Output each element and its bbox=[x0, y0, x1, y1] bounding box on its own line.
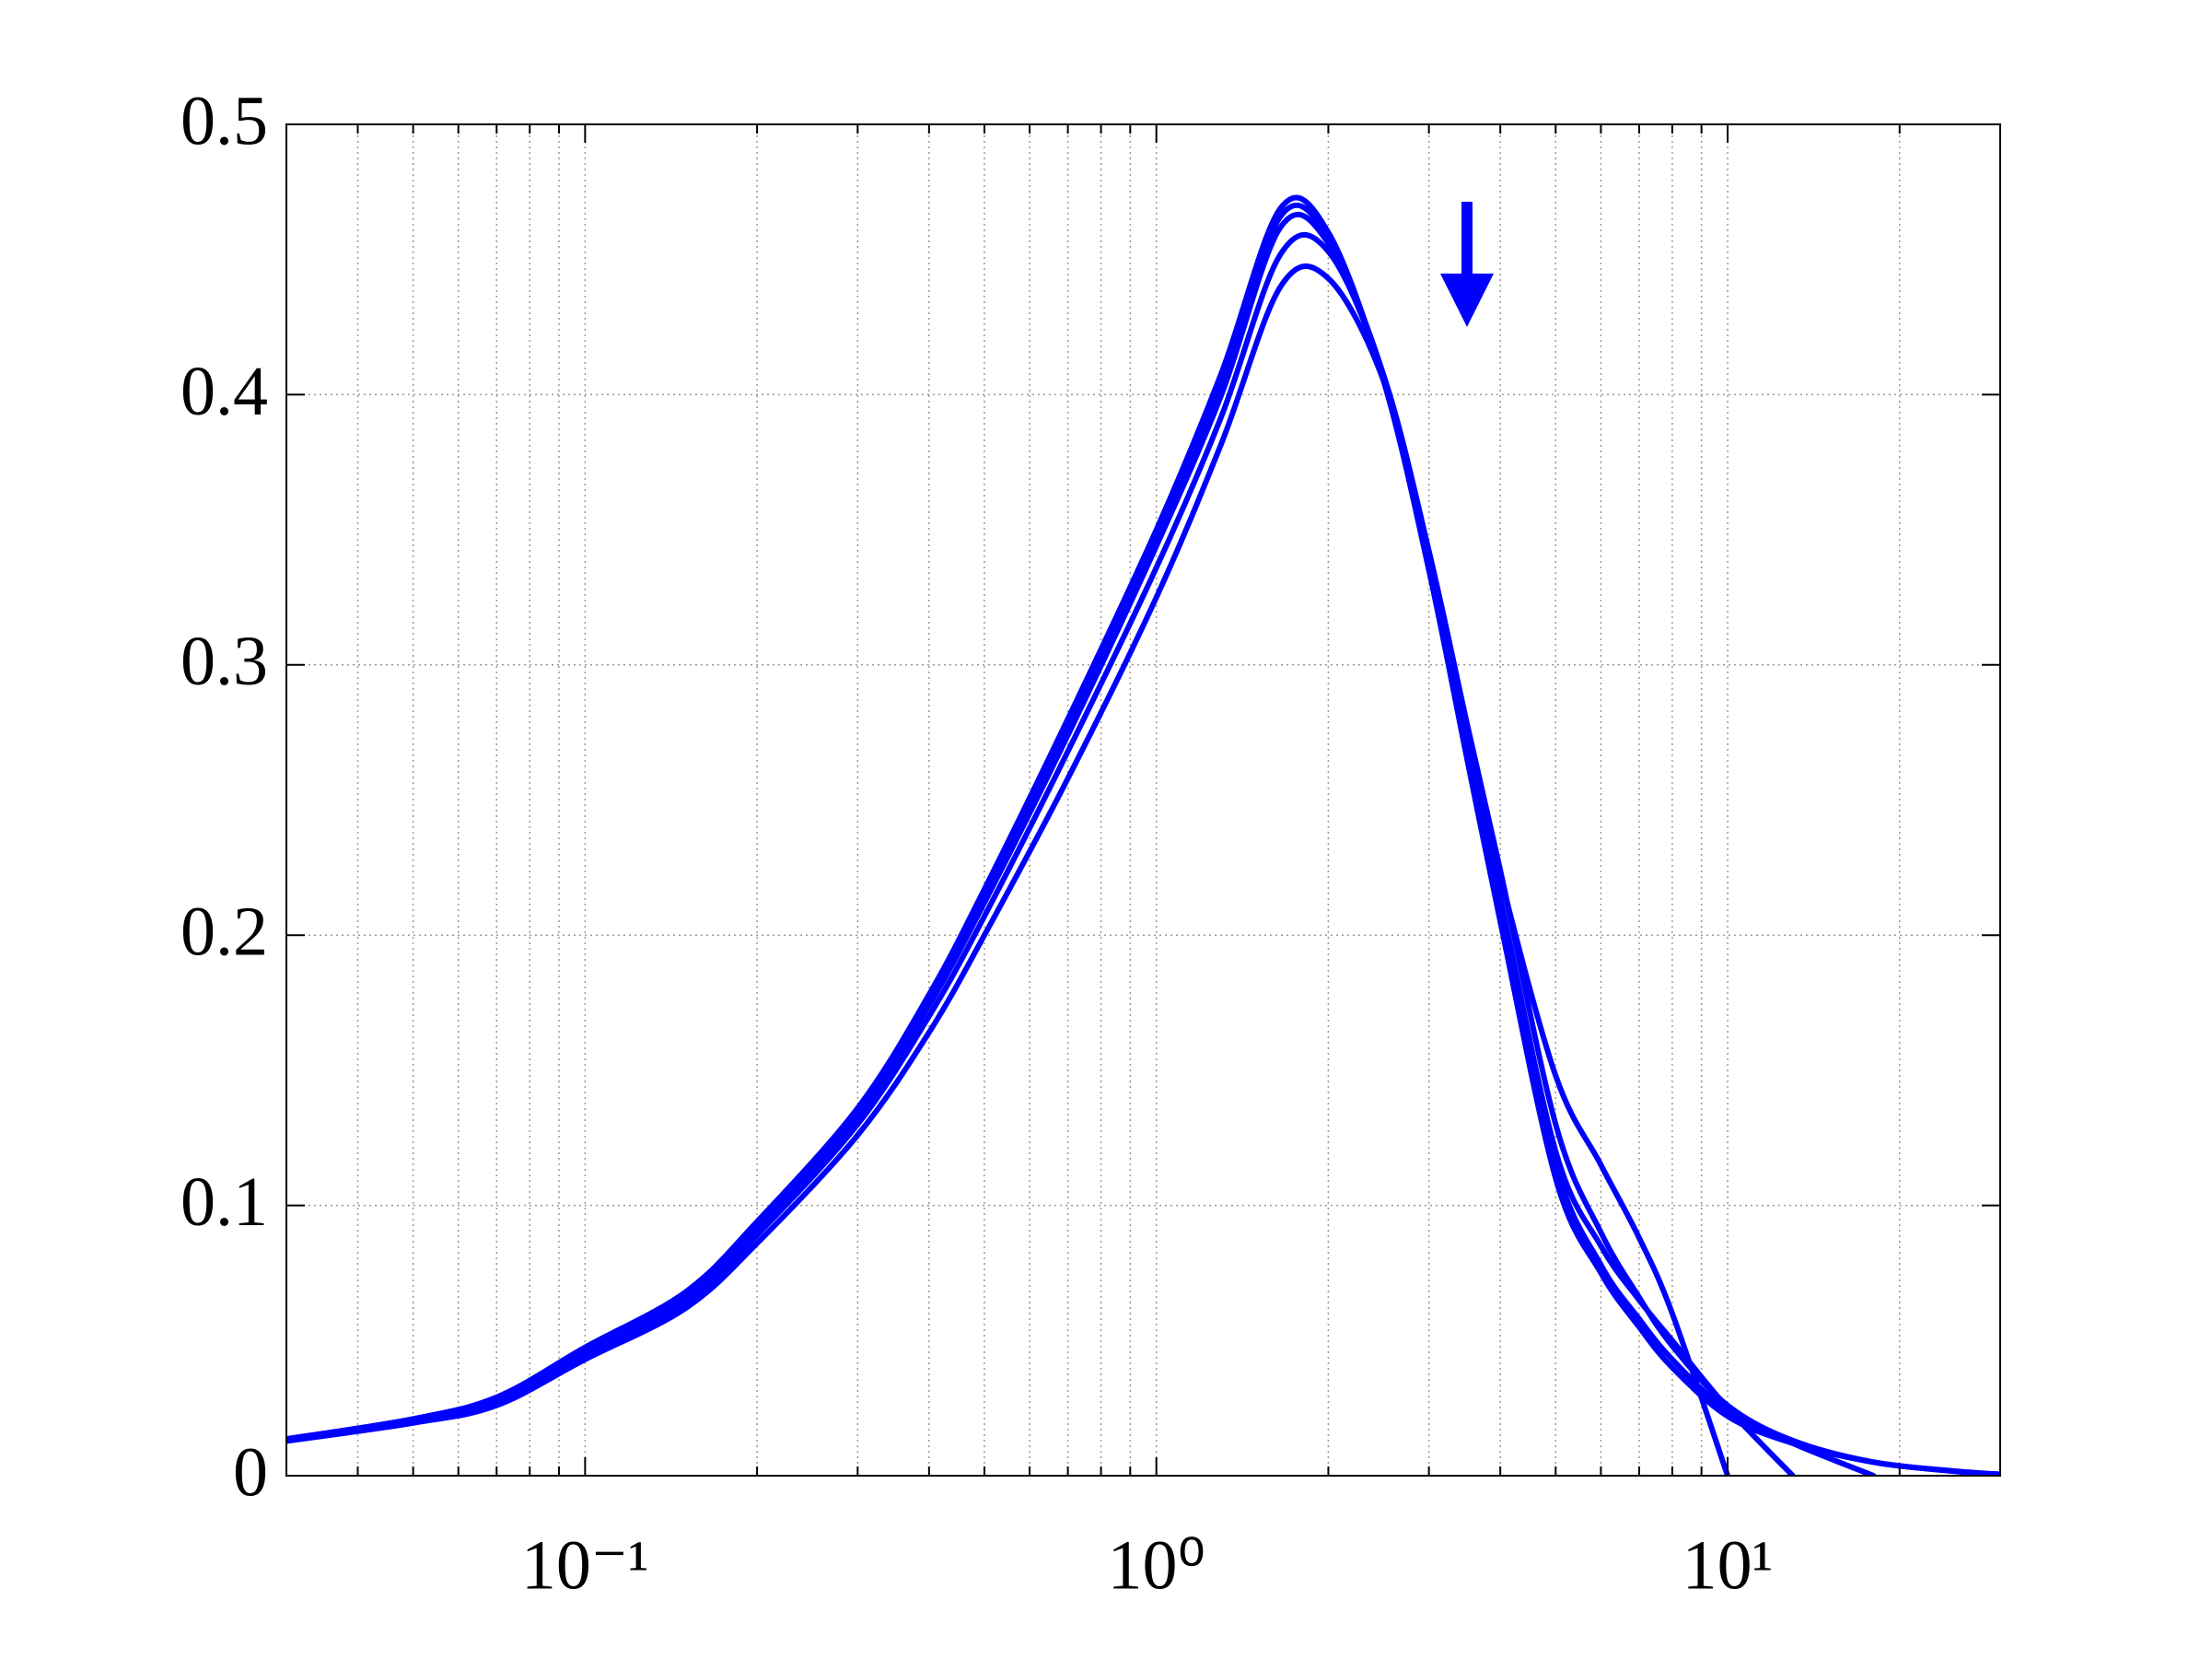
series-line bbox=[286, 212, 1796, 1476]
arrow-annotation bbox=[1440, 202, 1494, 327]
plot-frame bbox=[285, 123, 2001, 1477]
y-tick-label: 0 bbox=[233, 1433, 268, 1511]
series-line bbox=[286, 232, 1731, 1476]
y-tick-label: 0.4 bbox=[180, 353, 268, 430]
y-tick-label: 0.1 bbox=[180, 1163, 268, 1241]
y-tick-label: 0.5 bbox=[180, 82, 268, 159]
x-tick-label: 10¹ bbox=[1682, 1526, 1774, 1604]
arrow-head bbox=[1440, 274, 1494, 327]
x-tick-label: 10⁰ bbox=[1107, 1526, 1205, 1604]
plot-lines bbox=[286, 194, 2000, 1476]
y-tick-label: 0.3 bbox=[180, 623, 268, 700]
grid bbox=[286, 123, 2000, 1477]
arrow-shaft bbox=[1461, 202, 1473, 277]
y-tick-label: 0.2 bbox=[180, 894, 268, 971]
x-tick-label: 10⁻¹ bbox=[521, 1526, 649, 1604]
series-line bbox=[286, 263, 2000, 1476]
